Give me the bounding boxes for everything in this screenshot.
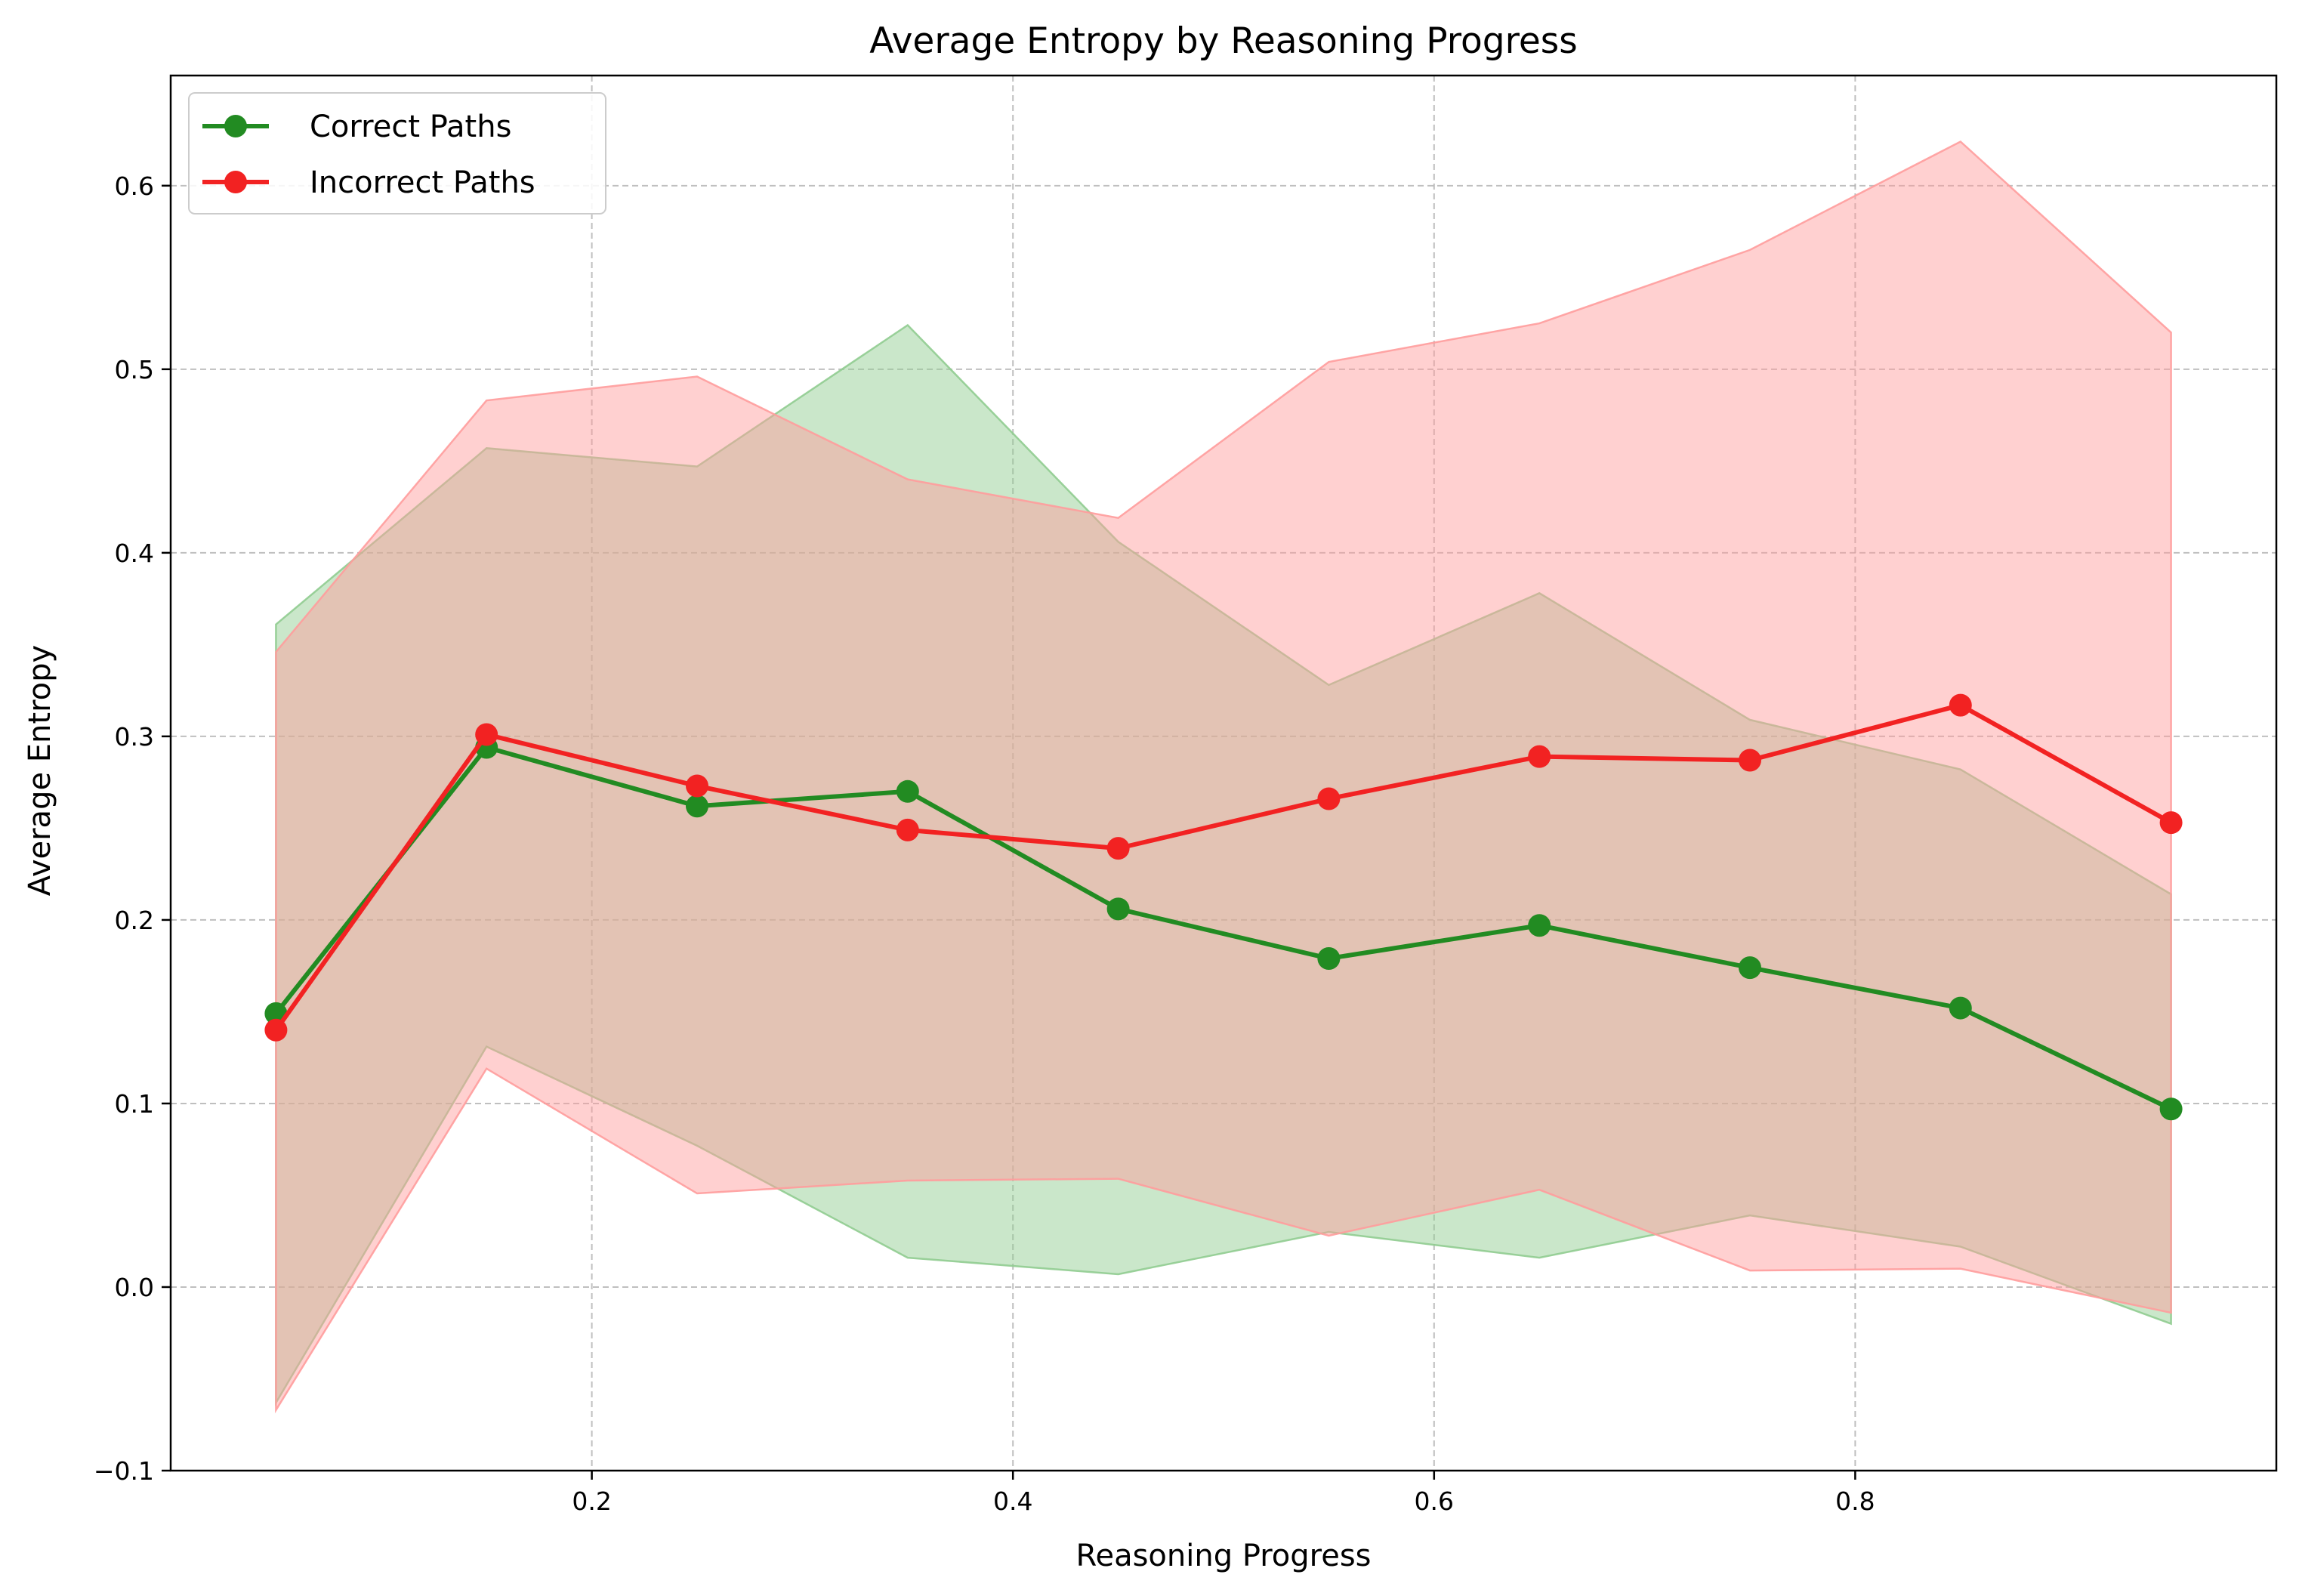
point-incorrect <box>896 818 919 841</box>
point-correct <box>1528 914 1551 937</box>
band-correct <box>275 323 2172 1406</box>
y-tick-label: 0.1 <box>115 1089 154 1119</box>
point-correct <box>1106 897 1130 921</box>
legend-box <box>188 92 606 215</box>
line-correct <box>274 745 2172 1111</box>
line-incorrect <box>273 702 2173 1032</box>
plot-frame <box>169 74 2278 1472</box>
band-incorrect <box>275 140 2172 1414</box>
plot-background <box>171 76 2276 1471</box>
point-incorrect <box>264 1018 288 1042</box>
point-incorrect <box>2159 811 2183 835</box>
y-tick-label: −0.1 <box>94 1456 154 1486</box>
point-correct <box>1317 946 1341 970</box>
point-incorrect <box>1528 745 1551 768</box>
y-tick-label: 0.6 <box>115 171 154 201</box>
x-tick-label: 0.8 <box>1835 1486 1875 1516</box>
y-tick-label: 0.3 <box>115 722 154 752</box>
legend-swatch-correct-marker <box>224 115 247 137</box>
point-incorrect <box>475 723 498 746</box>
x-tick-label: 0.6 <box>1415 1486 1454 1516</box>
point-correct <box>686 795 708 818</box>
y-axis-label: Average Entropy <box>23 645 57 896</box>
point-correct <box>2159 1097 2183 1121</box>
x-tick-label: 0.2 <box>572 1486 611 1516</box>
series-lines <box>264 693 2183 1121</box>
point-incorrect <box>1949 693 1972 717</box>
point-incorrect <box>1106 837 1130 860</box>
y-tick-label: 0.0 <box>115 1273 154 1302</box>
y-tick-label: 0.2 <box>115 906 154 935</box>
y-axis-ticks: −0.1 0.0 0.1 0.2 0.3 0.4 0.5 0.6 <box>94 171 171 1486</box>
confidence-bands <box>275 140 2172 1414</box>
chart-title: Average Entropy by Reasoning Progress <box>869 20 1578 62</box>
point-correct <box>896 779 919 803</box>
x-axis-label: Reasoning Progress <box>1075 1539 1371 1573</box>
y-tick-label: 0.5 <box>115 355 154 384</box>
point-incorrect <box>686 774 708 798</box>
point-correct <box>1739 956 1761 980</box>
legend: Correct Paths Incorrect Paths <box>188 92 606 215</box>
point-incorrect <box>1739 749 1761 772</box>
legend-swatch-incorrect-marker <box>224 171 247 193</box>
point-correct <box>1949 996 1972 1020</box>
x-tick-label: 0.4 <box>993 1486 1032 1516</box>
x-axis-ticks: 0.2 0.4 0.6 0.8 <box>572 1471 1875 1516</box>
point-incorrect <box>1317 787 1341 810</box>
legend-label-correct: Correct Paths <box>310 110 511 144</box>
legend-label-incorrect: Incorrect Paths <box>310 165 535 200</box>
y-tick-label: 0.4 <box>115 539 154 568</box>
